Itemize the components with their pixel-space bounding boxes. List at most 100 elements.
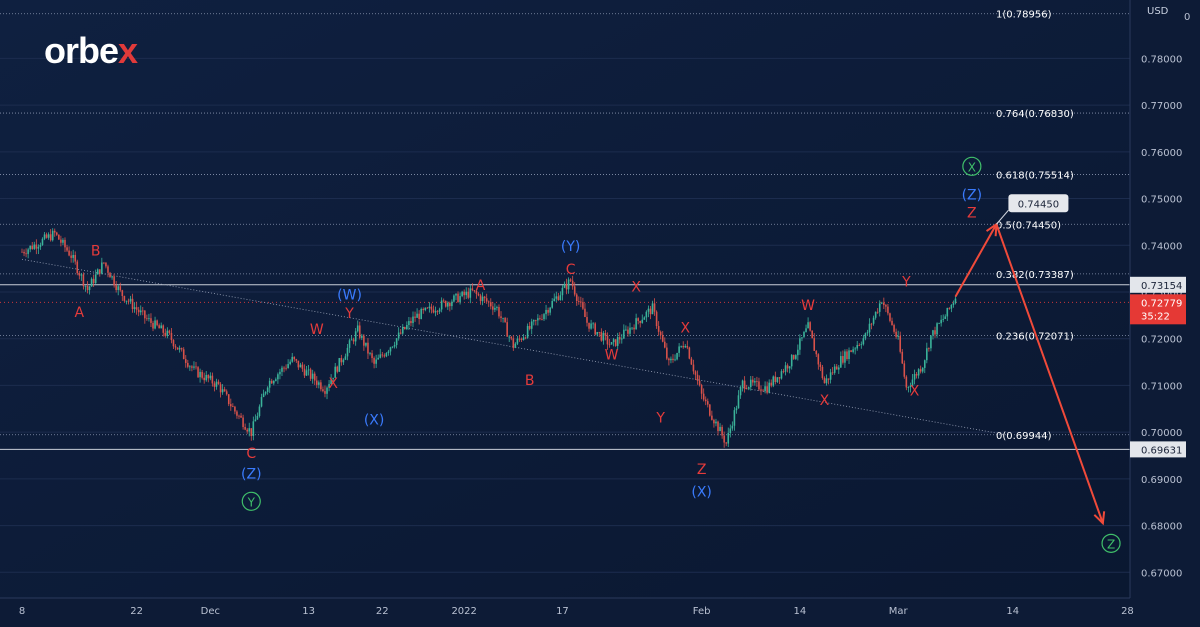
price-body — [39, 244, 42, 247]
price-body — [680, 345, 682, 347]
price-body — [481, 296, 484, 302]
price-body — [45, 234, 48, 238]
price-body — [780, 371, 783, 379]
price-body — [492, 306, 494, 310]
price-body — [154, 320, 156, 329]
price-body — [737, 395, 740, 409]
price-body — [109, 272, 111, 278]
price-body — [346, 347, 349, 357]
price-body — [72, 255, 74, 258]
wave-label: Z — [967, 206, 977, 222]
y-tick-label: 0.77000 — [1141, 101, 1182, 112]
price-body — [788, 366, 791, 369]
price-body — [375, 359, 377, 364]
price-body — [86, 285, 89, 291]
price-body — [670, 358, 672, 361]
price-body — [113, 276, 115, 286]
projection-arrow — [954, 223, 998, 298]
price-body — [663, 341, 666, 348]
wave-label: (X) — [364, 413, 385, 429]
price-body — [336, 366, 339, 372]
price-body — [709, 404, 711, 416]
wave-circle — [962, 156, 982, 176]
price-body — [68, 250, 70, 256]
price-body — [352, 339, 355, 342]
price-body — [790, 354, 793, 367]
price-body — [250, 428, 253, 437]
price-body — [747, 387, 750, 389]
x-tick-label: 8 — [19, 606, 25, 617]
price-body — [586, 317, 588, 323]
price-body — [326, 387, 328, 394]
price-body — [801, 337, 803, 339]
price-body — [899, 335, 902, 352]
price-body — [762, 390, 764, 392]
y-tick-label: 0.70000 — [1141, 428, 1182, 439]
price-body — [418, 313, 420, 320]
x-tick-label: 14 — [794, 606, 807, 617]
price-body — [31, 245, 34, 249]
price-body — [686, 345, 689, 348]
price-body — [727, 433, 730, 444]
projection-arrow — [995, 223, 1104, 524]
price-body — [535, 320, 537, 321]
price-tag-box — [1130, 276, 1186, 293]
price-body — [872, 317, 875, 324]
price-body — [90, 278, 93, 287]
price-body — [891, 320, 893, 326]
price-body — [322, 389, 324, 392]
price-body — [555, 296, 558, 299]
price-body — [506, 322, 508, 337]
wave-label: A — [476, 278, 486, 294]
price-body — [631, 327, 633, 329]
price-body — [105, 262, 107, 267]
price-body — [94, 274, 97, 284]
price-body — [588, 322, 590, 329]
price-body — [668, 358, 670, 361]
price-body — [487, 301, 490, 303]
price-body — [772, 376, 775, 386]
price-body — [698, 380, 701, 386]
price-body — [25, 253, 27, 255]
price-body — [369, 353, 371, 355]
wave-label: X — [968, 160, 976, 174]
wave-label: C — [566, 262, 576, 278]
price-body — [676, 352, 678, 360]
price-body — [301, 364, 304, 369]
price-body — [723, 435, 725, 443]
price-body — [575, 294, 578, 302]
price-body — [694, 371, 697, 375]
price-body — [485, 298, 488, 302]
price-body — [494, 307, 496, 310]
price-body — [500, 316, 502, 318]
wave-label: Y — [901, 275, 911, 291]
price-body — [893, 325, 895, 332]
price-body — [238, 415, 240, 417]
price-body — [221, 389, 224, 393]
price-body — [115, 285, 117, 291]
price-body — [623, 329, 625, 339]
price-body — [833, 366, 836, 373]
price-body — [49, 234, 52, 241]
price-body — [659, 331, 662, 336]
price-body — [645, 311, 648, 318]
price-body — [829, 372, 832, 380]
price-body — [244, 427, 246, 430]
price-body — [318, 382, 320, 385]
wave-label: (Y) — [561, 239, 580, 255]
price-body — [444, 300, 447, 307]
price-body — [240, 415, 242, 418]
price-body — [383, 355, 386, 357]
wave-label: Y — [247, 495, 256, 509]
price-body — [393, 345, 396, 347]
price-body — [381, 354, 384, 356]
price-body — [41, 238, 44, 245]
price-body — [367, 342, 369, 354]
price-body — [508, 336, 511, 338]
price-body — [363, 335, 365, 346]
price-body — [465, 291, 468, 296]
price-body — [825, 378, 828, 384]
price-body — [854, 348, 856, 350]
price-body — [342, 359, 345, 363]
